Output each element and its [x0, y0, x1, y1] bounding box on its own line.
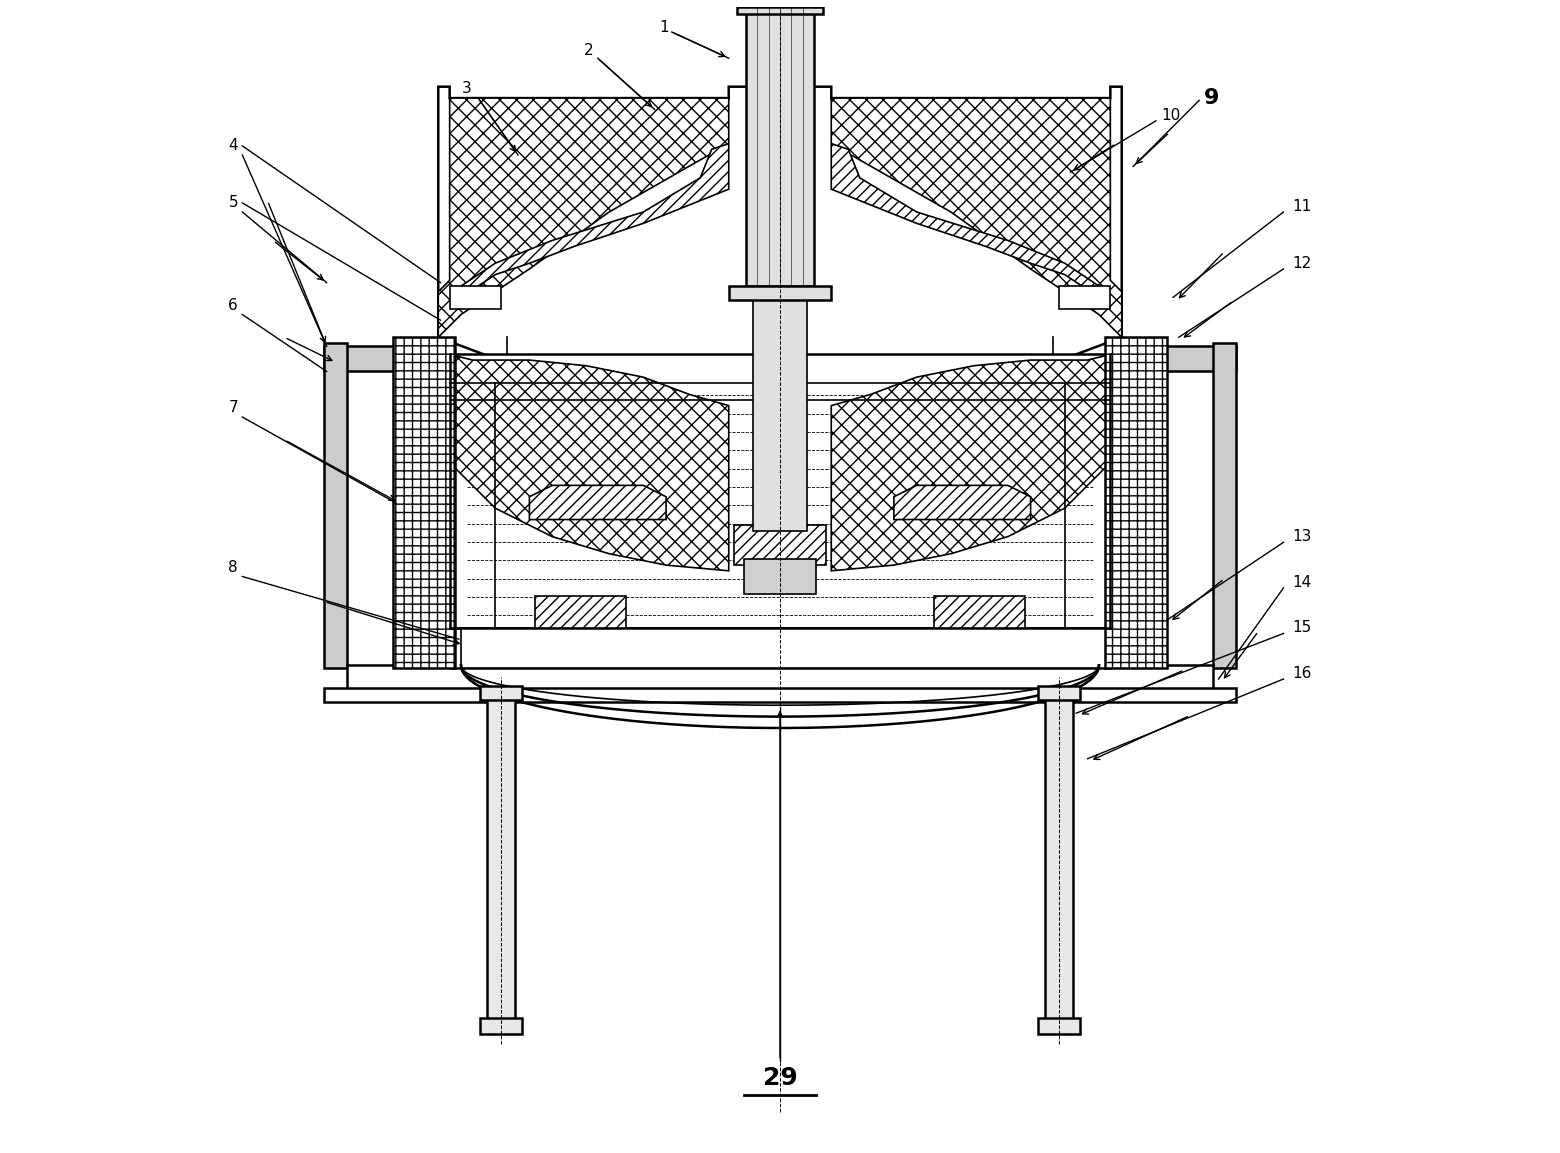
Bar: [1104, 338, 1167, 668]
Text: 5: 5: [228, 195, 239, 210]
Text: 8: 8: [228, 560, 239, 575]
Bar: [729, 286, 831, 300]
Bar: [934, 596, 1025, 627]
Bar: [324, 346, 398, 371]
Text: 6: 6: [228, 297, 239, 312]
Bar: [393, 338, 456, 668]
Bar: [735, 526, 825, 565]
Polygon shape: [449, 354, 729, 571]
Text: 29: 29: [763, 1065, 797, 1090]
Text: 9: 9: [1204, 88, 1218, 108]
Text: 11: 11: [1293, 198, 1312, 213]
Text: 1: 1: [658, 20, 669, 35]
Polygon shape: [831, 354, 1111, 571]
Bar: [487, 688, 515, 1020]
Text: 4: 4: [228, 138, 239, 153]
Polygon shape: [1059, 286, 1111, 309]
Bar: [449, 354, 1111, 668]
Bar: [535, 596, 626, 627]
Polygon shape: [449, 286, 501, 309]
Bar: [462, 627, 1111, 668]
Text: 7: 7: [228, 400, 239, 415]
Bar: [1212, 342, 1236, 668]
Text: 10: 10: [1162, 107, 1181, 122]
Bar: [746, 7, 814, 286]
Bar: [324, 342, 348, 668]
Text: 13: 13: [1293, 529, 1312, 544]
Bar: [752, 286, 808, 530]
Bar: [1162, 346, 1236, 371]
Polygon shape: [438, 98, 729, 338]
Bar: [480, 1018, 523, 1034]
Text: 2: 2: [583, 43, 593, 58]
Bar: [1037, 1018, 1080, 1034]
Text: 16: 16: [1293, 665, 1312, 680]
Text: 15: 15: [1293, 620, 1312, 635]
Polygon shape: [462, 144, 729, 297]
Polygon shape: [894, 485, 1031, 520]
Bar: [449, 627, 1111, 668]
Polygon shape: [438, 86, 1122, 383]
Text: 12: 12: [1293, 256, 1312, 271]
Bar: [480, 686, 523, 700]
Bar: [1037, 686, 1080, 700]
Bar: [736, 7, 824, 14]
Text: 3: 3: [462, 82, 471, 97]
Bar: [324, 688, 1236, 702]
Text: 14: 14: [1293, 574, 1312, 589]
Bar: [1045, 688, 1073, 1020]
Bar: [348, 665, 1212, 691]
Polygon shape: [831, 144, 1098, 297]
Bar: [744, 559, 816, 594]
Polygon shape: [831, 98, 1122, 338]
Polygon shape: [529, 485, 666, 520]
